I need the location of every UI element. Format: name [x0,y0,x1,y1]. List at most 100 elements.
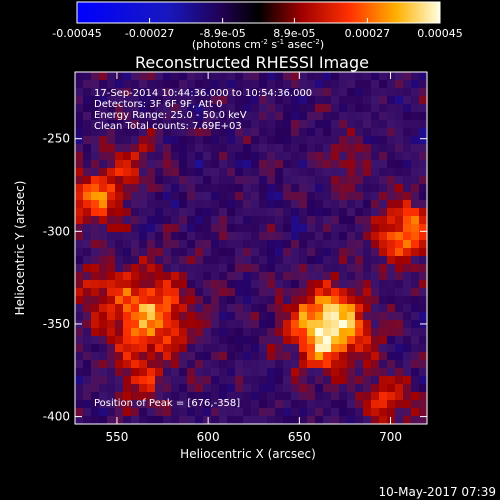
heatmap-cell [195,160,204,169]
heatmap-cell [411,200,420,209]
heatmap-cell [419,72,428,81]
heatmap-cell [283,320,292,329]
heatmap-cell [403,312,412,321]
heatmap-cell [163,400,172,409]
heatmap-cell [147,208,156,217]
heatmap-cell [379,256,388,265]
heatmap-cell [155,72,164,81]
heatmap-cell [123,216,132,225]
heatmap-cell [131,192,140,201]
annotation-line: Clean Total counts: 7.69E+03 [94,121,242,132]
heatmap-cell [115,288,124,297]
heatmap-cell [235,248,244,257]
heatmap-cell [291,312,300,321]
heatmap-cell [267,176,276,185]
heatmap-cell [347,128,356,137]
heatmap-cell [131,104,140,113]
heatmap-cell [395,80,404,89]
heatmap-cell [307,136,316,145]
heatmap-cell [211,344,220,353]
heatmap-cell [403,368,412,377]
heatmap-cell [91,336,100,345]
heatmap-cell [131,120,140,129]
heatmap-cell [187,256,196,265]
heatmap-cell [283,328,292,337]
heatmap-cell [203,200,212,209]
heatmap-cell [243,296,252,305]
heatmap-cell [83,200,92,209]
heatmap-cell [147,232,156,241]
heatmap-cell [171,168,180,177]
heatmap-cell [171,272,180,281]
heatmap-cell [251,408,260,417]
heatmap-cell [107,160,116,169]
heatmap-cell [307,336,316,345]
heatmap-cell [187,120,196,129]
heatmap-cell [307,296,316,305]
heatmap-cell [299,400,308,409]
heatmap-cell [387,72,396,81]
heatmap-cell [259,376,268,385]
heatmap-cell [123,152,132,161]
heatmap-cell [379,72,388,81]
heatmap-cell [131,176,140,185]
heatmap-cell [219,288,228,297]
heatmap-cell [259,208,268,217]
heatmap-cell [203,80,212,89]
plot-frame [74,71,428,425]
heatmap-cell [331,336,340,345]
heatmap-cell [219,240,228,249]
heatmap-cell [123,104,132,113]
heatmap-cell [411,312,420,321]
heatmap-cell [115,136,124,145]
heatmap-cell [267,280,276,289]
heatmap-cell [131,384,140,393]
heatmap-cell [283,352,292,361]
heatmap-cell [331,80,340,89]
heatmap-cell [307,240,316,249]
heatmap-cell [355,120,364,129]
heatmap-cell [387,160,396,169]
heatmap-cell [227,328,236,337]
heatmap-cell [179,96,188,105]
heatmap-cell [267,160,276,169]
heatmap-cell [219,120,228,129]
heatmap-cell [99,112,108,121]
heatmap-cell [395,152,404,161]
heatmap-cell [91,360,100,369]
heatmap-cell [347,120,356,129]
heatmap-cell [83,416,92,425]
heatmap-cell [203,240,212,249]
heatmap-cell [107,288,116,297]
heatmap-cell [307,256,316,265]
heatmap-cell [203,192,212,201]
heatmap-cell [195,104,204,113]
heatmap-cell [291,112,300,121]
heatmap-cell [355,160,364,169]
heatmap-cell [147,72,156,81]
heatmap-cell [171,376,180,385]
heatmap-cell [83,128,92,137]
heatmap-cell [123,176,132,185]
heatmap-cell [299,272,308,281]
heatmap-cell [395,120,404,129]
heatmap-cell [331,360,340,369]
heatmap-cell [171,400,180,409]
heatmap-cell [307,320,316,329]
heatmap-cell [371,144,380,153]
heatmap-cell [331,312,340,321]
heatmap-cell [315,160,324,169]
heatmap-cell [243,368,252,377]
heatmap-cell [235,336,244,345]
heatmap-cell [83,400,92,409]
heatmap-cell [83,144,92,153]
heatmap-cell [251,176,260,185]
heatmap-cell [251,216,260,225]
heatmap-cell [411,80,420,89]
heatmap-cell [387,376,396,385]
heatmap-cell [235,152,244,161]
heatmap-cell [75,216,84,225]
heatmap-cell [307,184,316,193]
heatmap-cell [403,408,412,417]
heatmap-cell [195,184,204,193]
